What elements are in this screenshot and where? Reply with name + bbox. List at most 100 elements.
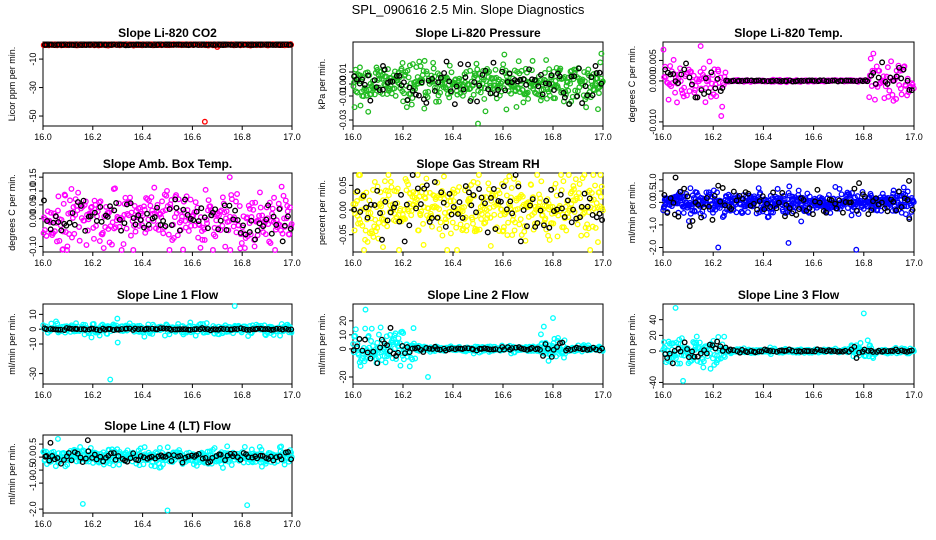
data-point [527,202,534,209]
data-point [252,199,259,206]
data-point [485,86,492,93]
data-point [418,79,425,86]
outlier-point [595,106,601,113]
data-point [405,74,412,81]
data-point [249,200,256,206]
y-tick-label: 0 [648,349,658,354]
data-point [497,198,504,205]
data-point [588,74,595,81]
data-point [677,188,684,195]
y-axis-label: Licor ppm per min. [7,47,17,122]
data-point [465,61,471,68]
y-tick-label: -0.5 [28,462,38,478]
data-point [41,197,47,204]
data-point [58,460,64,467]
data-point [558,172,564,178]
data-point [467,195,474,202]
data-point [889,91,896,98]
chart-title: Slope Li-820 Temp. [734,26,842,40]
data-point [738,78,745,84]
data-point [192,199,199,206]
data-point [412,355,419,362]
chart-title: Slope Gas Stream RH [416,157,539,171]
data-point [668,83,675,90]
data-point [47,325,54,332]
data-point [269,205,276,212]
data-point [694,94,701,101]
data-point [691,208,698,215]
data-point [192,41,199,48]
outlier-point [380,244,386,251]
data-point [429,223,435,230]
data-point [351,206,358,213]
data-point [571,73,578,80]
data-point [260,223,267,230]
data-point [845,77,852,84]
data-point [384,342,391,349]
data-point [66,325,73,332]
data-point [457,61,464,67]
data-point [686,88,693,95]
data-point [550,220,557,227]
data-point [446,190,453,197]
data-point [122,42,129,49]
data-point [127,455,134,462]
data-point [546,237,553,243]
data-point [277,42,284,49]
data-point [806,77,813,84]
data-point [264,215,271,222]
y-tick-label: 0.10 [28,182,38,200]
data-point [507,198,514,205]
data-point [403,104,410,111]
data-point [482,108,489,115]
data-point [137,217,144,223]
data-point [364,349,371,356]
data-point [151,42,158,49]
x-tick-label: 17.0 [283,390,301,400]
data-point [145,326,152,332]
data-point [853,207,860,214]
data-point [786,192,793,199]
data-point [698,87,705,93]
data-point [594,75,601,82]
data-point [540,323,547,330]
data-point [118,247,125,253]
data-point [379,86,386,93]
data-point [66,219,73,226]
data-point [80,197,87,204]
series-selected [662,338,915,367]
data-point [823,78,830,85]
data-point [121,220,128,227]
y-tick-label: 20 [648,330,658,340]
data-point [368,338,375,344]
x-tick-label: 16.8 [855,390,873,400]
data-point [439,232,446,239]
data-point [422,89,429,96]
data-point [897,85,904,92]
data-point [112,456,119,463]
data-point [371,91,378,98]
data-point [362,325,369,332]
data-point [434,179,441,186]
data-point [596,210,603,217]
x-tick-label: 16.8 [855,258,873,268]
data-point [502,87,509,94]
chart-title: Slope Li-820 Pressure [415,26,541,40]
data-point [453,224,460,231]
data-point [228,462,235,468]
data-point [517,76,524,83]
data-point [527,200,534,207]
data-point [90,325,97,332]
data-point [515,180,522,187]
data-point [570,183,577,189]
data-point [273,454,280,461]
data-point [670,199,677,206]
data-point [561,214,568,220]
y-tick-label: -10 [28,337,38,350]
data-point [252,41,259,48]
data-point [404,67,411,74]
data-point [265,221,272,228]
data-point [76,237,83,244]
data-point [456,199,463,206]
data-point [730,188,737,195]
